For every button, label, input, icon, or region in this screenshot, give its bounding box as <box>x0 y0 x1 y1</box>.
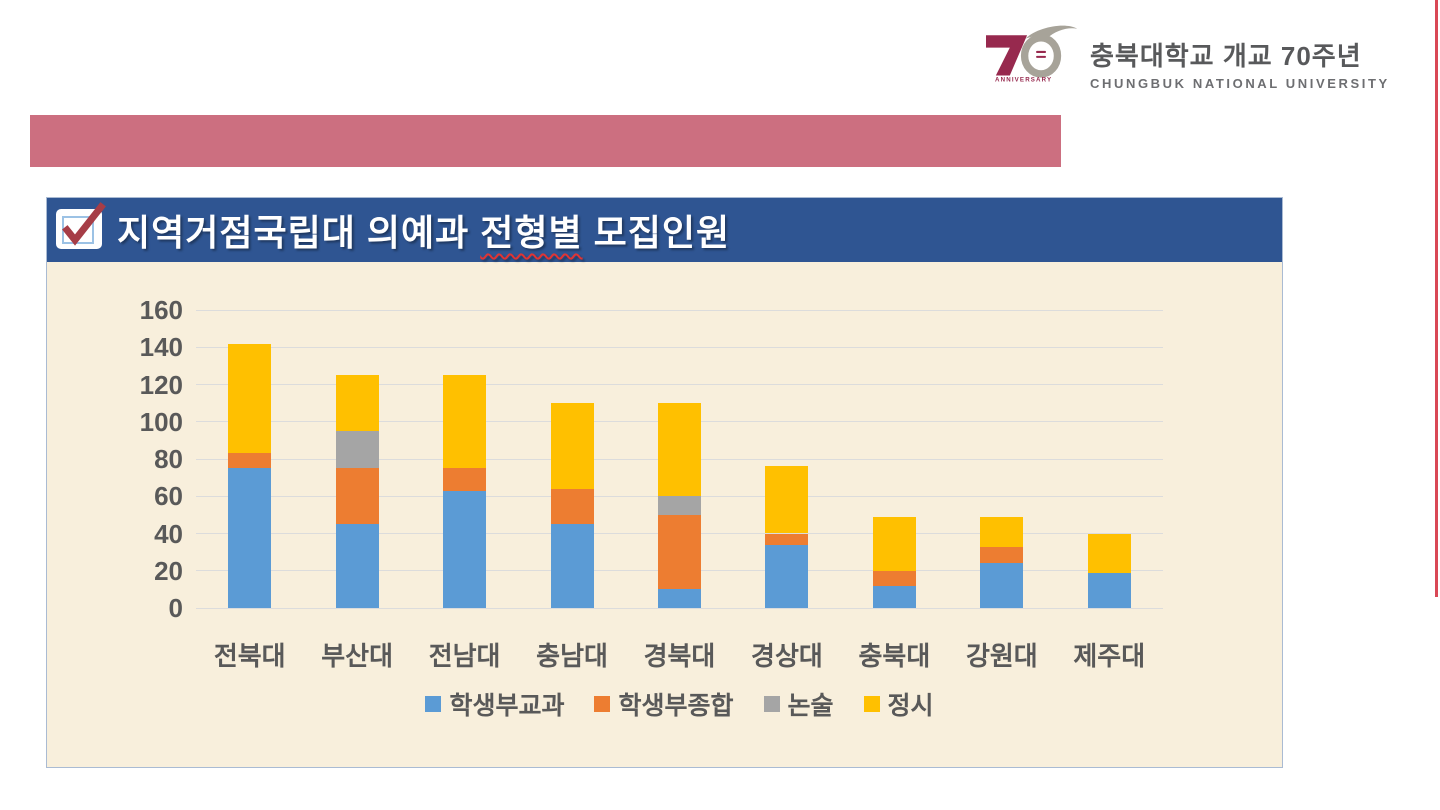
legend-swatch-jonghap <box>594 696 611 712</box>
bar-전남대-gyogwa <box>443 490 487 608</box>
x-axis-category-label: 충남대 <box>536 641 608 671</box>
legend-label-gyogwa: 학생부교과 <box>449 692 565 720</box>
bar-전남대-jonghap <box>443 468 487 491</box>
chart-title-prefix: 지역거점국립대 의예과 <box>117 212 481 253</box>
logo-english-title: CHUNGBUK NATIONAL UNIVERSITY <box>1090 76 1390 91</box>
bar-전북대-jonghap <box>228 453 272 469</box>
gridline-120 <box>196 384 1163 385</box>
y-axis-tick-label: 60 <box>154 481 183 512</box>
logo-korean-title: 충북대학교 개교 70주년 <box>1090 41 1362 71</box>
logo-70-anniversary-icon: ANNIVERSARY <box>986 25 1078 83</box>
logo-anniversary-label: ANNIVERSARY <box>995 76 1052 83</box>
gridline-160 <box>196 309 1163 311</box>
bar-경상대-gyogwa <box>765 544 809 608</box>
university-logo: ANNIVERSARY 충북대학교 개교 70주년 CHUNGBUK NATIO… <box>986 25 1390 91</box>
chart-title: 지역거점국립대 의예과 전형별 모집인원 <box>117 204 730 256</box>
y-axis-tick-label: 140 <box>139 332 183 363</box>
legend-swatch-nonsul <box>763 696 780 712</box>
legend-item-jeongsi: 정시 <box>863 686 934 722</box>
y-axis-tick-label: 20 <box>154 555 183 586</box>
legend-item-gyogwa: 학생부교과 <box>425 686 564 722</box>
chart-title-suffix: 모집인원 <box>582 212 731 253</box>
bar-경북대-jonghap <box>658 514 701 590</box>
gridline-0 <box>196 607 1163 609</box>
y-axis-tick-label: 100 <box>139 406 183 437</box>
red-guide-line <box>1435 0 1438 597</box>
bar-충북대-gyogwa <box>872 585 916 608</box>
bar-충남대-gyogwa <box>550 524 594 608</box>
legend-item-nonsul: 논술 <box>763 686 834 722</box>
x-axis-category-label: 부산대 <box>321 641 394 671</box>
bar-부산대-jonghap <box>335 468 379 525</box>
bar-부산대-jeongsi <box>335 375 379 432</box>
bar-강원대-jeongsi <box>980 516 1024 547</box>
y-axis-tick-label: 40 <box>154 518 183 549</box>
x-axis-category-label: 제주대 <box>1073 641 1146 671</box>
checkbox-icon <box>56 202 106 249</box>
x-axis-category-label: 전남대 <box>428 641 501 671</box>
legend-swatch-jeongsi <box>863 696 880 712</box>
bar-충북대-jeongsi <box>872 516 916 571</box>
bar-경북대-nonsul <box>658 496 701 515</box>
x-axis-category-label: 충북대 <box>858 641 931 671</box>
y-axis-tick-label: 80 <box>154 444 183 474</box>
chart-title-bar: 지역거점국립대 의예과 전형별 모집인원 <box>47 198 1282 262</box>
y-axis-tick-label: 160 <box>139 295 183 325</box>
chart-title-marked-word: 전형별 <box>480 212 583 253</box>
x-axis-category-label: 경북대 <box>643 641 716 671</box>
logo-text-block: 충북대학교 개교 70주년 CHUNGBUK NATIONAL UNIVERSI… <box>1090 27 1390 91</box>
pink-banner <box>30 115 1061 167</box>
bar-부산대-nonsul <box>335 431 379 469</box>
bar-충남대-jonghap <box>550 488 594 525</box>
chart-legend: 학생부교과 학생부종합 논술 정시 <box>196 686 1163 722</box>
bar-경상대-jeongsi <box>765 466 809 534</box>
bar-강원대-jonghap <box>980 546 1024 564</box>
chart-panel: 지역거점국립대 의예과 전형별 모집인원 학생부교과 학생부종합 논술 정시 0 20 4… <box>46 197 1283 768</box>
legend-swatch-gyogwa <box>425 696 442 712</box>
x-axis-category-label: 강원대 <box>965 641 1038 671</box>
bar-경북대-jeongsi <box>658 403 701 497</box>
legend-label-jonghap: 학생부종합 <box>618 692 734 720</box>
bar-전북대-gyogwa <box>228 468 272 608</box>
y-axis-tick-label: 120 <box>139 369 183 400</box>
x-axis-category-label: 경상대 <box>751 641 823 671</box>
y-axis-tick-label: 0 <box>168 593 183 623</box>
x-axis-category-label: 전북대 <box>213 641 286 671</box>
gridline-140 <box>196 346 1163 348</box>
bar-경북대-gyogwa <box>658 589 701 608</box>
bar-경상대-jonghap <box>765 533 809 545</box>
legend-item-jonghap: 학생부종합 <box>594 686 734 722</box>
bar-전북대-jeongsi <box>228 343 272 454</box>
bar-제주대-jeongsi <box>1087 533 1131 573</box>
bar-제주대-gyogwa <box>1087 572 1131 608</box>
legend-label-jeongsi: 정시 <box>887 692 934 720</box>
bar-부산대-gyogwa <box>335 524 379 608</box>
bar-충남대-jeongsi <box>550 403 594 489</box>
legend-label-nonsul: 논술 <box>787 692 834 720</box>
bar-강원대-gyogwa <box>980 563 1024 608</box>
bar-전남대-jeongsi <box>443 375 487 469</box>
chart-plot-region: 학생부교과 학생부종합 논술 정시 0 20 40 60 80 100 120 140 160 전북대 부… <box>47 262 1282 768</box>
bar-충북대-jonghap <box>872 570 916 586</box>
